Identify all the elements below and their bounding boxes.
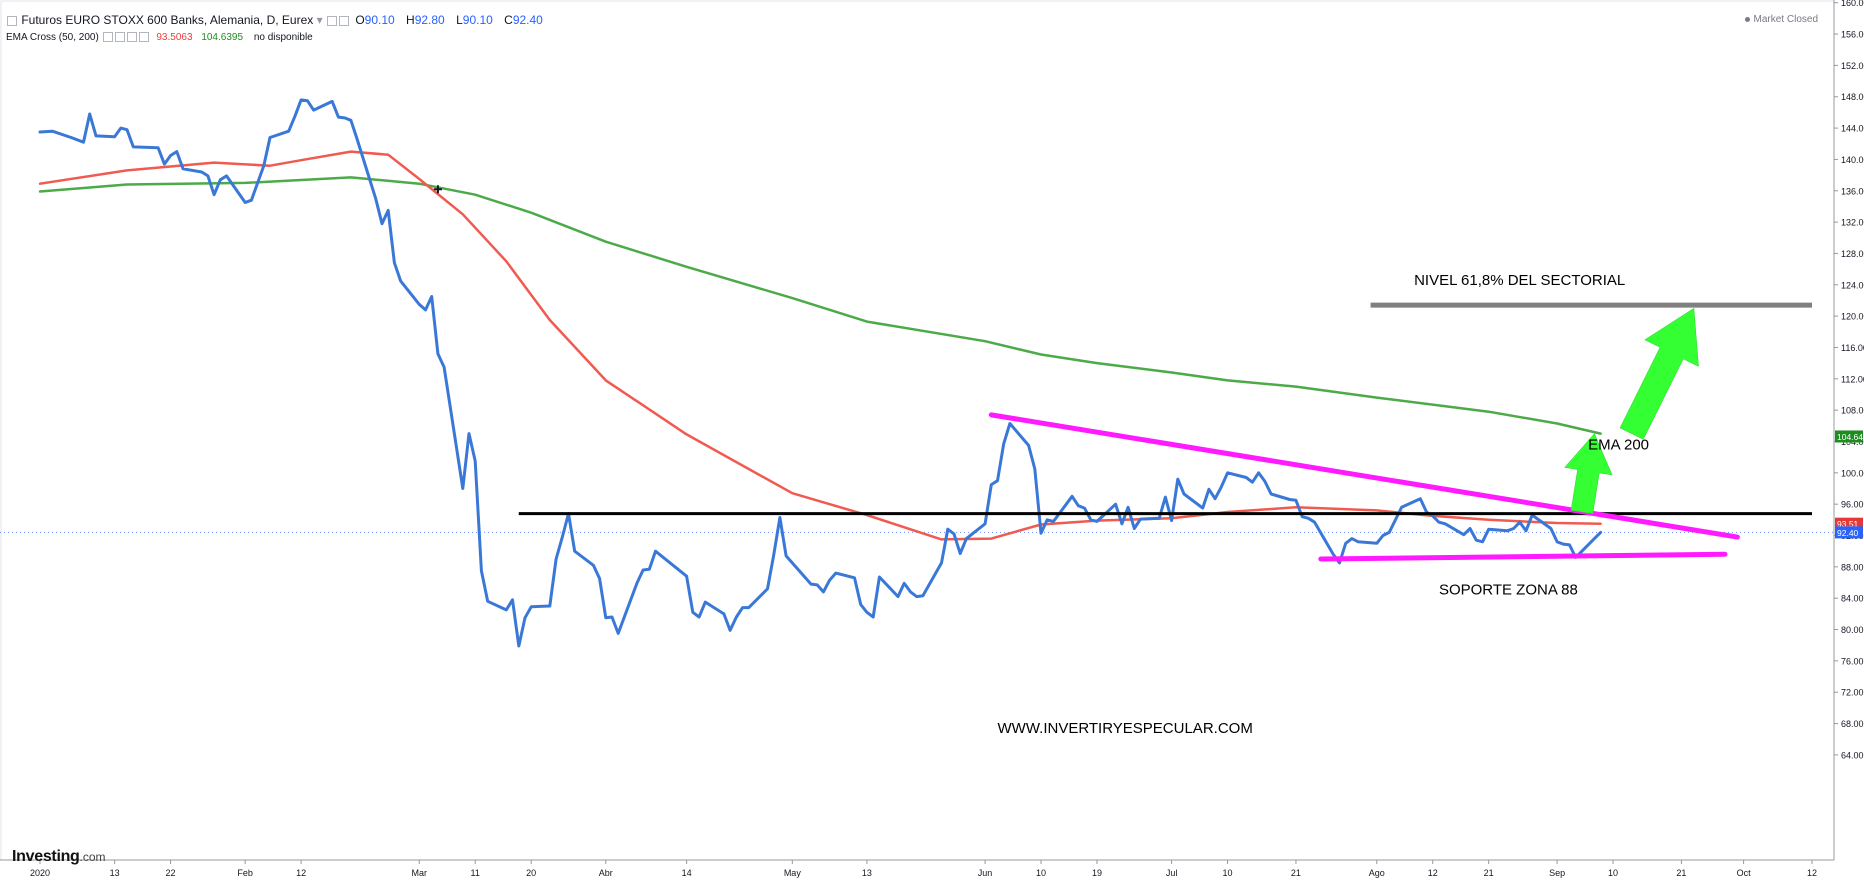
x-tick-label: 11 [471, 868, 480, 878]
y-tick-label: 124.00 [1841, 280, 1864, 290]
indicator-settings-icon[interactable] [114, 32, 125, 43]
x-tick-label: 12 [1807, 868, 1817, 878]
open-value: 90.10 [364, 13, 395, 27]
ema-short-value: 93.5063 [156, 32, 193, 43]
dropdown-icon[interactable]: ▾ [316, 13, 323, 27]
x-tick-label: 12 [1428, 868, 1438, 878]
market-status-dot-icon [1744, 16, 1750, 22]
y-tick-label: 148.00 [1841, 92, 1864, 102]
chart-header: Futuros EURO STOXX 600 Banks, Alemania, … [6, 13, 549, 27]
y-tick-label: 136.00 [1841, 186, 1864, 196]
fib-level-label: NIVEL 61,8% DEL SECTORIAL [1414, 272, 1625, 289]
x-tick-label: 10 [1608, 868, 1618, 878]
support-zone-label: SOPORTE ZONA 88 [1439, 581, 1578, 598]
not-available-text: no disponible [253, 32, 313, 43]
symbol-title: Futuros EURO STOXX 600 Banks, Alemania, … [21, 13, 314, 27]
x-tick-label: 14 [682, 868, 692, 878]
x-tick-label: 13 [110, 868, 120, 878]
y-tick-label: 120.00 [1841, 312, 1864, 322]
x-tick-label: Ago [1369, 868, 1385, 878]
x-tick-label: 20 [526, 868, 536, 878]
investing-logo[interactable]: Investing.com [12, 848, 106, 866]
high-key: H [406, 13, 415, 27]
y-tick-label: 128.00 [1841, 249, 1864, 259]
y-tick-label: 64.00 [1841, 750, 1864, 760]
x-tick-label: Feb [237, 868, 253, 878]
indicator-legend: EMA Cross (50, 200) 93.5063 104.6395 no … [6, 32, 313, 43]
price-line [38, 98, 1603, 648]
open-key: O [355, 13, 365, 27]
x-tick-label: Mar [412, 868, 428, 878]
x-tick-label: Sep [1549, 868, 1565, 878]
x-tick-label: 19 [1092, 868, 1102, 878]
collapse-icon[interactable] [7, 15, 17, 26]
y-tick-label: 96.00 [1841, 500, 1864, 510]
x-tick-label: Abr [599, 868, 613, 878]
market-status-text: Market Closed [1753, 14, 1818, 25]
up-arrow-large [1619, 307, 1699, 440]
y-tick-label: 140.00 [1841, 155, 1864, 165]
y-tick-label: 160.00 [1841, 0, 1864, 8]
x-tick-label: Oct [1737, 868, 1752, 878]
y-tick-label: 108.00 [1841, 406, 1864, 416]
y-tick-label: 156.00 [1841, 30, 1864, 40]
resistance-trendline [988, 412, 1740, 540]
x-tick-label: 22 [166, 868, 176, 878]
eye-icon[interactable] [102, 32, 113, 43]
close-value: 92.40 [512, 13, 543, 27]
settings-icon[interactable] [326, 15, 337, 26]
last-price-tag: 92.40 [1837, 528, 1859, 538]
ema-50-line [38, 150, 1602, 541]
y-tick-label: 144.00 [1841, 124, 1864, 134]
y-tick-label: 116.00 [1841, 343, 1864, 353]
low-key: L [456, 13, 463, 27]
logo-domain: .com [79, 850, 106, 864]
y-tick-label: 100.00 [1841, 468, 1864, 478]
x-tick-label: Jun [978, 868, 993, 878]
support-trendline [1318, 551, 1728, 562]
y-tick-label: 80.00 [1841, 625, 1864, 635]
x-tick-label: Jul [1166, 868, 1178, 878]
close-key: C [504, 13, 513, 27]
ema-50-price-tag: 93.51 [1837, 519, 1859, 529]
x-tick-label: 10 [1223, 868, 1233, 878]
ema-200-line [38, 176, 1602, 435]
y-tick-label: 88.00 [1841, 562, 1864, 572]
x-tick-label: 21 [1676, 868, 1686, 878]
ema-200-label: EMA 200 [1588, 436, 1649, 453]
y-tick-label: 68.00 [1841, 719, 1864, 729]
x-tick-label: 21 [1484, 868, 1494, 878]
y-tick-label: 76.00 [1841, 656, 1864, 666]
y-tick-label: 112.00 [1841, 374, 1864, 384]
x-tick-label: 2020 [30, 868, 50, 878]
indicator-more-icon[interactable] [138, 32, 149, 43]
x-tick-label: 12 [296, 868, 306, 878]
market-status: Market Closed [1744, 14, 1818, 25]
ema-200-price-tag-bg [1835, 430, 1863, 443]
indicator-close-icon[interactable] [126, 32, 137, 43]
y-tick-label: 152.00 [1841, 61, 1864, 71]
x-tick-label: 13 [862, 868, 872, 878]
up-arrow-small [1564, 433, 1613, 514]
x-tick-label: 21 [1291, 868, 1301, 878]
close-icon[interactable] [338, 15, 349, 26]
ema-cross-marker [433, 185, 442, 194]
last-price-tag-bg [1835, 526, 1863, 539]
website-watermark: WWW.INVERTIRYESPECULAR.COM [998, 720, 1253, 737]
ema-200-price-tag: 104.64 [1837, 432, 1863, 442]
y-tick-label: 72.00 [1841, 688, 1864, 698]
x-tick-label: May [784, 868, 802, 878]
ema-long-value: 104.6395 [201, 32, 244, 43]
low-value: 90.10 [462, 13, 493, 27]
x-tick-label: 10 [1036, 868, 1046, 878]
indicator-name: EMA Cross (50, 200) [6, 32, 99, 43]
high-value: 92.80 [414, 13, 445, 27]
y-tick-label: 132.00 [1841, 218, 1864, 228]
logo-name: Investing [12, 848, 80, 865]
y-tick-label: 84.00 [1841, 594, 1864, 604]
